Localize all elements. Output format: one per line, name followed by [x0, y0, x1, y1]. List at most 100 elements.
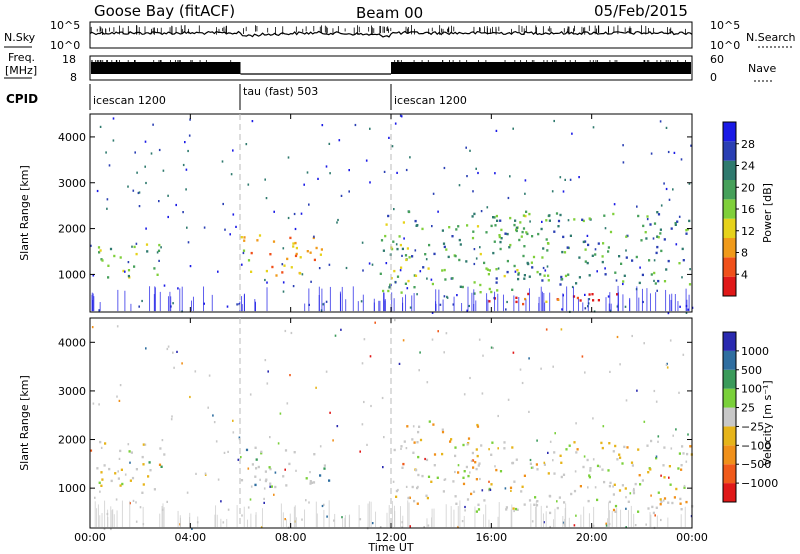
scatter-point	[152, 123, 154, 126]
scatter-point	[251, 120, 254, 123]
scatter-point	[396, 275, 400, 278]
scatter-point	[539, 273, 542, 276]
scatter-point	[265, 197, 268, 200]
scatter-point	[427, 267, 430, 270]
scatter-point	[446, 295, 448, 298]
scatter-point	[553, 230, 556, 233]
scatter-point	[568, 444, 571, 447]
scatter-point	[247, 259, 251, 262]
scatter-point	[477, 503, 480, 506]
scatter-point	[282, 475, 285, 478]
colorbar-tick-label: −25	[741, 420, 764, 433]
scatter-point	[379, 272, 382, 275]
colorbar-segment	[723, 180, 736, 200]
scatter-point	[172, 351, 174, 354]
scatter-point	[381, 396, 384, 400]
scatter-point	[515, 226, 518, 230]
scatter-point	[490, 453, 493, 456]
scatter-point	[400, 291, 403, 294]
scatter-point	[490, 290, 493, 294]
scatter-point	[583, 455, 586, 458]
scatter-point	[655, 400, 658, 403]
scatter-point	[669, 483, 672, 486]
scatter-point	[622, 282, 624, 286]
scatter-point	[517, 271, 520, 275]
scatter-point	[681, 445, 684, 448]
scatter-point	[110, 527, 112, 531]
colorbar-segment	[723, 426, 736, 446]
scatter-point	[222, 521, 225, 524]
scatter-point	[643, 420, 646, 423]
scatter-point	[530, 466, 533, 469]
scatter-point	[90, 244, 92, 247]
scatter-point	[204, 473, 207, 476]
scatter-point	[604, 227, 607, 230]
scatter-point	[653, 222, 657, 225]
scatter-point	[589, 467, 592, 470]
scatter-point	[299, 272, 302, 275]
scatter-point	[514, 270, 517, 273]
scatter-point	[463, 470, 466, 473]
colorbar-frame	[722, 331, 737, 503]
scatter-point	[101, 478, 104, 481]
scatter-point	[616, 335, 619, 339]
scatter-point	[393, 448, 396, 452]
scatter-point	[591, 293, 594, 296]
scatter-point	[273, 210, 275, 213]
scatter-point	[627, 500, 630, 503]
scatter-point	[186, 491, 189, 494]
scatter-point	[243, 239, 246, 242]
scatter-point	[495, 468, 498, 472]
scatter-point	[467, 437, 471, 440]
scatter-point	[138, 305, 140, 308]
scatter-point	[222, 202, 224, 206]
scatter-point	[428, 420, 431, 423]
scatter-point	[417, 455, 420, 459]
scatter-point	[294, 227, 297, 231]
scatter-point	[616, 293, 619, 296]
scatter-point	[388, 136, 390, 139]
scatter-point	[509, 486, 513, 489]
scatter-point	[638, 474, 641, 477]
scatter-point	[497, 414, 499, 418]
scatter-point	[645, 237, 648, 240]
scatter-point	[323, 464, 326, 467]
scatter-point	[281, 263, 284, 266]
scatter-point	[336, 425, 339, 428]
scatter-point	[182, 163, 185, 167]
scatter-point	[407, 279, 410, 283]
scatter-point	[408, 496, 411, 499]
scatter-point	[601, 468, 604, 471]
scatter-point	[466, 175, 468, 178]
scatter-point	[588, 476, 591, 479]
scatter-point	[546, 249, 549, 252]
scatter-point	[279, 412, 282, 415]
scatter-point	[423, 526, 425, 529]
scatter-point	[544, 269, 547, 272]
scatter-point	[552, 459, 554, 462]
scatter-point	[646, 215, 649, 218]
scatter-point	[462, 443, 465, 447]
scatter-point	[642, 224, 645, 228]
scatter-point	[458, 258, 461, 262]
scatter-point	[284, 329, 287, 333]
scatter-point	[571, 132, 573, 135]
scatter-point	[309, 251, 312, 254]
scatter-point	[614, 510, 617, 513]
colorbar-segment	[723, 276, 736, 296]
scatter-point	[454, 470, 456, 474]
scatter-point	[451, 277, 454, 280]
scatter-point	[689, 268, 691, 271]
scatter-point	[94, 496, 96, 499]
scatter-point	[551, 190, 554, 193]
scatter-point	[156, 251, 159, 254]
scatter-point	[536, 500, 539, 503]
colorbar-tick-label: 8	[741, 247, 748, 260]
scatter-point	[549, 511, 552, 515]
scatter-point	[473, 292, 476, 295]
scatter-point	[670, 447, 673, 450]
scatter-point	[488, 480, 490, 483]
scatter-point	[448, 226, 451, 229]
scatter-point	[340, 194, 343, 197]
scatter-point	[99, 125, 102, 128]
